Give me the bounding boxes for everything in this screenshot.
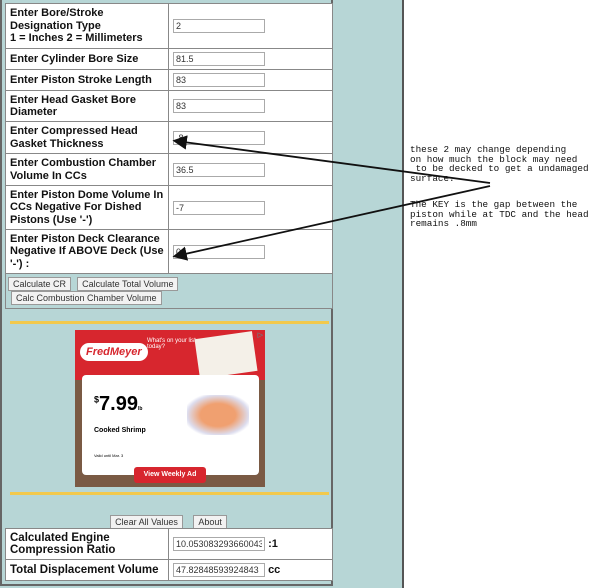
- field-label: Enter Piston Deck Clearance Negative If …: [6, 230, 168, 273]
- stroke-length-input[interactable]: [173, 73, 265, 87]
- annotation-note-2: The KEY is the gap between the piston wh…: [410, 199, 589, 229]
- field-label: Enter Combustion Chamber Volume In CCs: [6, 154, 168, 185]
- divider: [402, 0, 404, 588]
- adchoices-icon[interactable]: ▷: [257, 332, 263, 339]
- bore-size-input[interactable]: [173, 52, 265, 66]
- button-row: Calculate CR Calculate Total Volume Calc…: [6, 274, 332, 308]
- field-label: Enter Piston Stroke Length: [6, 70, 168, 90]
- calc-chamber-volume-button[interactable]: Calc Combustion Chamber Volume: [11, 291, 162, 305]
- field-label: Enter Head Gasket Bore Diameter: [6, 91, 168, 121]
- ratio-unit: :1: [268, 538, 278, 550]
- calculator-panel: Enter Bore/Stroke Designation Type 1 = In…: [0, 0, 333, 586]
- shrimp-image: [187, 395, 249, 435]
- ad-separator: [10, 492, 329, 495]
- advertisement[interactable]: FredMeyer What's on your list today? ▷ $…: [75, 330, 265, 487]
- field-label: Enter Compressed Head Gasket Thickness: [6, 122, 168, 153]
- arrow-to-deck-clearance: [172, 185, 491, 261]
- compression-ratio-output[interactable]: [173, 537, 265, 551]
- cc-unit: cc: [268, 564, 281, 576]
- designation-type-input[interactable]: [173, 19, 265, 33]
- annotation-note-1: these 2 may change depending on how much…: [410, 144, 589, 184]
- ad-price: $7.99lb: [94, 393, 143, 415]
- ad-brand-logo: FredMeyer: [80, 343, 148, 361]
- input-table: Enter Bore/Stroke Designation Type 1 = In…: [5, 3, 333, 309]
- gasket-bore-input[interactable]: [173, 99, 265, 113]
- result-label: Total Displacement Volume: [6, 560, 168, 580]
- view-weekly-ad-button[interactable]: View Weekly Ad: [134, 467, 206, 483]
- ad-tagline: What's on your list today?: [147, 338, 196, 350]
- result-label: Calculated Engine Compression Ratio: [6, 529, 168, 559]
- field-label: Enter Bore/Stroke Designation Type 1 = In…: [6, 4, 168, 48]
- results-table: Calculated Engine Compression Ratio :1 T…: [5, 528, 333, 581]
- gasket-thickness-input[interactable]: [173, 130, 265, 145]
- field-label: Enter Piston Dome Volume In CCs Negative…: [6, 186, 168, 229]
- ad-valid-date: Valid until Mar. 3: [94, 453, 124, 458]
- arrow-to-gasket-thickness: [172, 135, 491, 184]
- displacement-output[interactable]: [173, 563, 265, 577]
- chamber-volume-input[interactable]: [173, 162, 265, 177]
- deck-clearance-input[interactable]: [173, 244, 265, 259]
- ad-separator: [10, 321, 329, 324]
- dome-volume-input[interactable]: [173, 200, 265, 215]
- ad-item: Cooked Shrimp: [94, 427, 146, 434]
- field-label: Enter Cylinder Bore Size: [6, 49, 168, 69]
